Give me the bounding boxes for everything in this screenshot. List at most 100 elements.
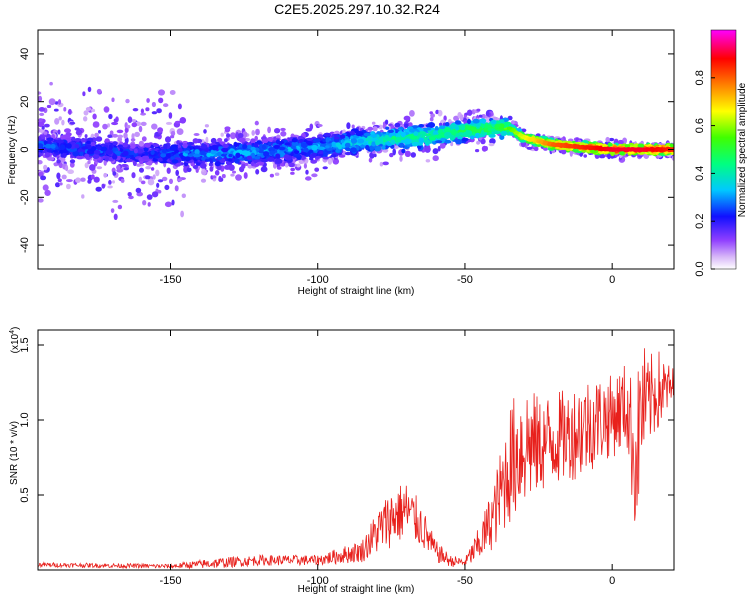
heatmap-cell [395,136,402,143]
heatmap-speckle [488,142,495,147]
colorbar-ticks: 0.00.20.40.60.8 [694,70,715,277]
heatmap-speckle [583,154,587,158]
heatmap-speckle [107,185,113,189]
heatmap-speckle [284,162,289,168]
heatmap-cell [607,142,613,148]
heatmap-cell [428,136,436,141]
heatmap-cell [173,154,180,158]
heatmap-speckle [269,173,274,178]
heatmap-speckle [429,111,434,115]
heatmap-cell [359,144,366,148]
heatmap-cell [455,133,461,137]
heatmap-speckle [111,121,119,126]
heatmap-cell [104,157,110,162]
heatmap-speckle [135,187,142,194]
heatmap-speckle [296,163,301,168]
heatmap-speckle [314,167,320,172]
heatmap-cell [135,148,144,154]
heatmap-speckle [235,174,242,181]
heatmap-speckle [165,136,171,143]
heatmap-cell [95,136,103,142]
heatmap-speckle [53,108,59,112]
heatmap-speckle [181,193,186,199]
heatmap-cell [81,146,88,150]
heatmap-cell [339,134,346,139]
heatmap-cell [349,130,355,135]
heatmap-speckle [443,115,447,121]
heatmap-speckle [155,169,160,177]
y-tick-label: 1.0 [19,412,31,427]
heatmap-marks [38,81,674,220]
heatmap-speckle [230,173,235,177]
heatmap-cell [657,152,665,156]
heatmap-speckle [162,176,168,182]
heatmap-cell [59,149,64,154]
heatmap-cell [500,130,508,136]
heatmap-speckle [83,110,89,116]
heatmap-speckle [75,129,82,136]
heatmap-speckle [485,110,490,117]
heatmap-cell [493,130,501,135]
snr-x-ticks: -150 -100 -50 0 [159,330,615,587]
x-tick-label: -100 [307,575,329,587]
heatmap-cell [196,162,201,166]
heatmap-cell [316,146,323,150]
heatmap-speckle [169,90,176,95]
heatmap-cell [133,148,138,154]
heatmap-speckle [140,180,146,185]
heatmap-cell [216,151,222,157]
heatmap-speckle [83,116,88,122]
heatmap-cell [303,147,309,153]
heatmap-speckle [101,183,106,189]
heatmap-speckle [371,121,376,125]
heatmap-speckle [346,122,351,130]
y-tick-label: -40 [19,237,31,253]
heatmap-cell [74,138,82,142]
x-tick-label: -50 [457,575,473,587]
heatmap-cell [108,144,113,151]
heatmap-cell [263,151,270,157]
heatmap-speckle [459,114,464,121]
heatmap-cell [43,140,48,144]
heatmap-cell [199,162,207,169]
heatmap-speckle [327,157,333,165]
heatmap-cell [246,155,252,160]
heatmap-cell [130,138,136,142]
heatmap-speckle [151,111,158,115]
heatmap-cell [333,136,340,140]
heatmap-cell [80,137,86,143]
heatmap-x-ticks: -150 -100 -50 0 [159,30,615,286]
heatmap-speckle [235,132,240,139]
heatmap-speckle [64,128,71,133]
heatmap-cell [435,140,443,144]
heatmap-speckle [126,124,131,129]
heatmap-speckle [476,140,481,145]
heatmap-speckle [170,135,175,139]
heatmap-speckle [61,174,67,180]
heatmap-cell [449,123,457,129]
heatmap-speckle [480,138,486,145]
heatmap-peak [657,148,663,152]
colorbar-tick-label: 0.8 [694,70,706,85]
heatmap-speckle [57,129,61,135]
heatmap-speckle [139,167,144,173]
heatmap-cell [275,139,281,145]
heatmap-cell [163,143,168,150]
heatmap-cell [79,151,84,157]
heatmap-cell [253,163,260,167]
heatmap-speckle [437,145,441,152]
heatmap-speckle [146,98,150,103]
heatmap-cell [619,151,625,156]
heatmap-cell [455,139,463,145]
heatmap-speckle [453,115,460,122]
heatmap-cell [325,137,330,143]
heatmap-speckle [399,155,403,162]
heatmap-cell [200,150,206,156]
heatmap-cell [104,138,110,143]
heatmap-cell [74,143,80,149]
heatmap-speckle [46,167,50,173]
heatmap-cell [114,150,122,155]
heatmap-speckle [192,138,199,144]
heatmap-cell [253,156,261,160]
